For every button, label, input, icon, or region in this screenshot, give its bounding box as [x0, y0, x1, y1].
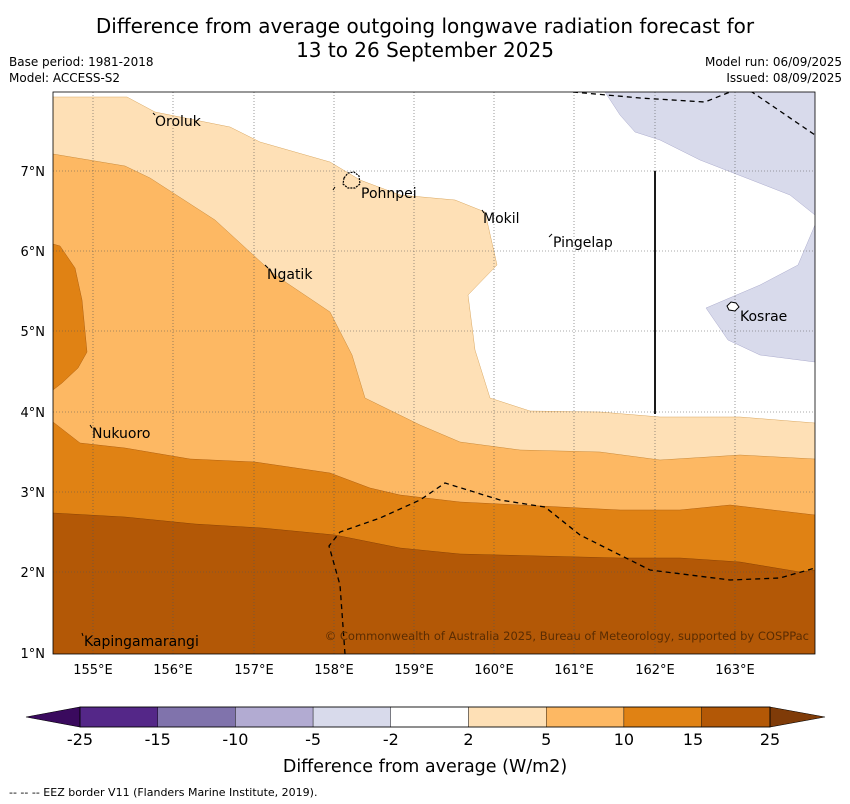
colorbar-extend-low — [25, 706, 81, 728]
label-oroluk: Oroluk — [155, 114, 202, 130]
label-pingelap: Pingelap — [553, 235, 613, 251]
graticule — [53, 92, 815, 654]
contour-neg5-neg2-north — [604, 92, 815, 216]
lat-label: 7°N — [21, 165, 46, 180]
oroluk-atoll — [152, 112, 156, 116]
colorbar-tick: 15 — [683, 730, 703, 749]
lat-label: 4°N — [21, 406, 46, 421]
label-kapingamarangi: Kapingamarangi — [84, 634, 199, 650]
contour-15-25 — [53, 512, 815, 654]
lon-label: 159°E — [394, 663, 434, 678]
ngatik-atoll — [264, 264, 269, 269]
lon-label: 161°E — [554, 663, 594, 678]
map-frame — [52, 91, 816, 655]
title-line-1: Difference from average outgoing longwav… — [95, 14, 755, 38]
lat-label: 6°N — [21, 245, 46, 260]
eez-borders — [328, 92, 815, 654]
colorbar-tick: 25 — [760, 730, 780, 749]
meta-right: Model run: 06/09/2025 Issued: 08/09/2025 — [705, 54, 842, 86]
colorbar-segment — [312, 706, 392, 728]
contour-neg5-neg2-east — [705, 224, 815, 363]
map-area: Oroluk Pohnpei Mokil Pingelap Ngatik Kos… — [53, 92, 815, 654]
lon-label: 163°E — [715, 663, 755, 678]
colorbar-segment — [79, 706, 158, 728]
colorbar-tick: 2 — [463, 730, 473, 749]
colorbar-segment — [701, 706, 771, 728]
title-line-2: 13 to 26 September 2025 — [296, 38, 554, 62]
colorbar-extend-high — [769, 706, 826, 728]
colorbar-segment — [468, 706, 547, 728]
colorbar-segment — [623, 706, 702, 728]
colorbar-segment — [157, 706, 236, 728]
colorbar-tick: -15 — [145, 730, 171, 749]
lon-label: 162°E — [635, 663, 675, 678]
colorbar-tick: -5 — [305, 730, 321, 749]
base-period: Base period: 1981-2018 — [9, 55, 154, 69]
lon-label: 160°E — [474, 663, 514, 678]
colorbar-tick: -2 — [383, 730, 399, 749]
issued-date: Issued: 08/09/2025 — [726, 71, 842, 85]
model-run: Model run: 06/09/2025 — [704, 55, 842, 69]
kosrae-island — [726, 301, 740, 312]
lon-label: 158°E — [314, 663, 354, 678]
lat-label: 3°N — [21, 486, 46, 501]
lon-label: 157°E — [234, 663, 274, 678]
colorbar-tick: -10 — [222, 730, 248, 749]
eez-footnote: -- -- -- EEZ border V11 (Flanders Marine… — [9, 786, 318, 799]
colorbar-segment — [390, 706, 469, 728]
colorbar-segment — [235, 706, 314, 728]
colorbar-label: Difference from average (W/m2) — [283, 757, 567, 777]
label-ngatik: Ngatik — [267, 267, 313, 283]
lon-label: 155°E — [73, 663, 113, 678]
label-kosrae: Kosrae — [740, 309, 787, 325]
lat-label: 1°N — [21, 647, 46, 662]
colorbar-tick: 5 — [541, 730, 551, 749]
colorbar-tick: -25 — [67, 730, 93, 749]
colorbar: -25 -15 -10 -5 -2 2 5 10 15 25 Differenc… — [25, 706, 826, 777]
pingelap-atoll — [548, 233, 553, 238]
model-name: Model: ACCESS-S2 — [9, 71, 121, 85]
contour-10-15-west-lobe — [53, 243, 88, 391]
colorbar-segment — [546, 706, 625, 728]
nukuoro-atoll — [89, 424, 93, 429]
mokil-atoll — [481, 209, 485, 214]
label-mokil: Mokil — [483, 211, 520, 227]
map-title: Difference from average outgoing longwav… — [0, 14, 850, 62]
meta-left: Base period: 1981-2018 Model: ACCESS-S2 — [9, 54, 154, 86]
colorbar-tick: 10 — [614, 730, 634, 749]
lon-label: 156°E — [153, 663, 193, 678]
lat-label: 2°N — [21, 566, 46, 581]
label-nukuoro: Nukuoro — [92, 426, 150, 442]
copyright-notice: © Commonwealth of Australia 2025, Bureau… — [325, 629, 809, 643]
label-pohnpei: Pohnpei — [361, 186, 417, 202]
kapingamarangi-atoll — [81, 632, 84, 637]
islet-mark — [332, 186, 336, 191]
lat-label: 5°N — [21, 325, 46, 340]
